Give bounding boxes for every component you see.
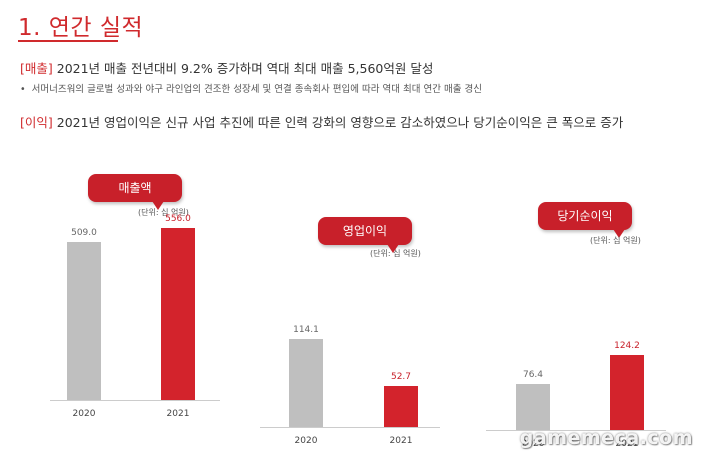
x-tick-label-2021: 2021 [389, 436, 413, 446]
sales-summary: [매출] 2021년 매출 전년대비 9.2% 증가하며 역대 최대 매출 5,… [20, 58, 433, 77]
bar-2020 [289, 339, 323, 427]
net-income-plot: 76.4 2020 124.2 2021 [486, 230, 666, 449]
sales-detail-text: 서머너즈워의 글로벌 성과와 야구 라인업의 견조한 성장세 및 연결 종속회사… [31, 84, 482, 95]
value-label-2021: 556.0 [165, 213, 191, 224]
net-income-chart-title: 당기순이익 [538, 202, 632, 238]
operating-profit-chart-unit: (단위: 십 억원) [370, 249, 421, 258]
value-label-2021: 124.2 [614, 341, 640, 352]
bar-2021 [610, 355, 644, 430]
bullet-icon: • [20, 84, 26, 95]
revenue-plot: 509.0 2020 556.0 2021 [50, 214, 220, 430]
page-title: 1. 연간 실적 [18, 15, 144, 41]
x-tick-label-2021: 2021 [166, 409, 190, 419]
profit-text: 2021년 영업이익은 신규 사업 추진에 따른 인력 강화의 영향으로 감소하… [52, 115, 624, 130]
value-label-2020: 114.1 [293, 325, 319, 336]
operating-profit-plot: 114.1 2020 52.7 2021 [260, 230, 440, 446]
bar-2020 [516, 384, 550, 430]
revenue-chart-unit: (단위: 십 억원) [138, 208, 189, 217]
bar-2021 [161, 227, 195, 400]
chart-baseline [50, 400, 220, 401]
revenue-chart-title: 매출액 [88, 174, 182, 210]
sales-detail: • 서머너즈워의 글로벌 성과와 야구 라인업의 견조한 성장세 및 연결 종속회… [20, 81, 482, 95]
x-tick-label-2020: 2020 [521, 439, 545, 449]
chart-baseline [260, 427, 440, 428]
chart-baseline [486, 430, 666, 431]
title-underline [18, 40, 118, 42]
sales-text: 2021년 매출 전년대비 9.2% 증가하며 역대 최대 매출 5,560억원… [52, 61, 434, 76]
bar-2020 [67, 242, 101, 400]
value-label-2020: 509.0 [71, 228, 97, 239]
watermark-logo: gamemeca.com [519, 427, 693, 449]
profit-tag: [이익] [20, 115, 53, 130]
profit-summary: [이익] 2021년 영업이익은 신규 사업 추진에 따른 인력 강화의 영향으… [20, 112, 623, 131]
value-label-2020: 76.4 [522, 370, 544, 381]
x-tick-label-2020: 2020 [294, 436, 318, 446]
value-label-2021: 52.7 [390, 372, 412, 383]
x-tick-label-2021: 2021 [615, 439, 639, 449]
bar-2021 [384, 386, 418, 427]
x-tick-label-2020: 2020 [72, 409, 96, 419]
operating-profit-chart-title: 영업이익 [318, 217, 412, 253]
net-income-chart-unit: (단위: 십 억원) [590, 236, 641, 245]
sales-tag: [매출] [20, 61, 53, 76]
